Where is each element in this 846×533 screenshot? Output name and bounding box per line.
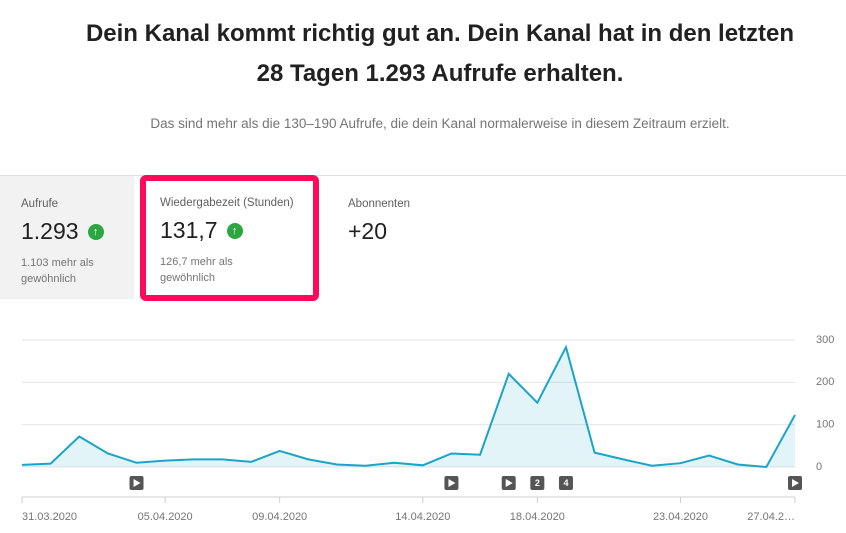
value-text: 131,7 (160, 217, 218, 243)
marker-box (530, 476, 545, 490)
marker-label: 4 (563, 478, 568, 488)
headline: 28 Tagen 1.293 Aufrufe erhalten. (256, 60, 624, 87)
play-icon (505, 479, 513, 487)
area (22, 347, 795, 467)
y-tick-label: 100 (816, 419, 834, 431)
metric-label: Abonnenten (348, 198, 411, 210)
event-marker[interactable] (444, 476, 459, 490)
event-marker[interactable]: 2 (530, 476, 545, 490)
x-tick-label: 23.04.2020 (653, 511, 708, 523)
y-tick-label: 200 (816, 376, 834, 388)
metric-label: Aufrufe (21, 198, 59, 210)
marker-label: 2 (535, 478, 540, 488)
line (21, 344, 796, 469)
x-tick-label: 05.04.2020 (138, 511, 193, 523)
y-tick-label: 0 (816, 461, 822, 473)
metric-card[interactable]: Aufrufe 1.293 1.103 mehr als gewöhnlich (0, 176, 134, 299)
chart: 0 100 200 300 31.03.2020 05.04.2020 09.04.2020… (21, 334, 834, 523)
metric-value: 1.293 (21, 218, 104, 245)
metric-note: 1.103 mehr als gewöhnlich (21, 257, 94, 285)
event-marker[interactable] (788, 476, 802, 490)
value-text: 1.293 (21, 218, 79, 244)
x-tick-label: 09.04.2020 (252, 511, 307, 523)
x-tick-label: 14.04.2020 (395, 511, 450, 523)
metric-value: 131,7 (160, 217, 243, 244)
y-tick-label: 300 (816, 334, 834, 346)
metric-note: 126,7 mehr als gewöhnlich (160, 256, 233, 284)
event-marker[interactable]: 4 (558, 476, 573, 490)
event-marker[interactable] (501, 476, 516, 490)
x-tick-label: 27.04.2… (747, 511, 795, 523)
play-icon (792, 479, 799, 487)
value-text: +20 (348, 218, 388, 244)
play-icon (448, 479, 456, 487)
marker-box (558, 476, 573, 490)
x-tick-label: 31.03.2020 (22, 511, 77, 523)
play-icon (133, 479, 141, 487)
metric-card[interactable]: Abonnenten +20 (326, 176, 460, 299)
up-icon (87, 223, 104, 240)
metric-value: +20 (348, 218, 387, 245)
up-icon (226, 222, 243, 239)
x-tick-label: 18.04.2020 (510, 511, 565, 523)
subtitle: Das sind mehr als die 130–190 Aufrufe, d… (150, 116, 730, 131)
metric-label: Wiedergabezeit (Stunden) (160, 197, 294, 209)
divider (0, 175, 846, 176)
metric-card-selected[interactable]: Wiedergabezeit (Stunden) 131,7 126,7 meh… (140, 175, 319, 301)
headline: Dein Kanal kommt richtig gut an. Dein Ka… (85, 20, 795, 47)
event-marker[interactable] (129, 476, 144, 490)
